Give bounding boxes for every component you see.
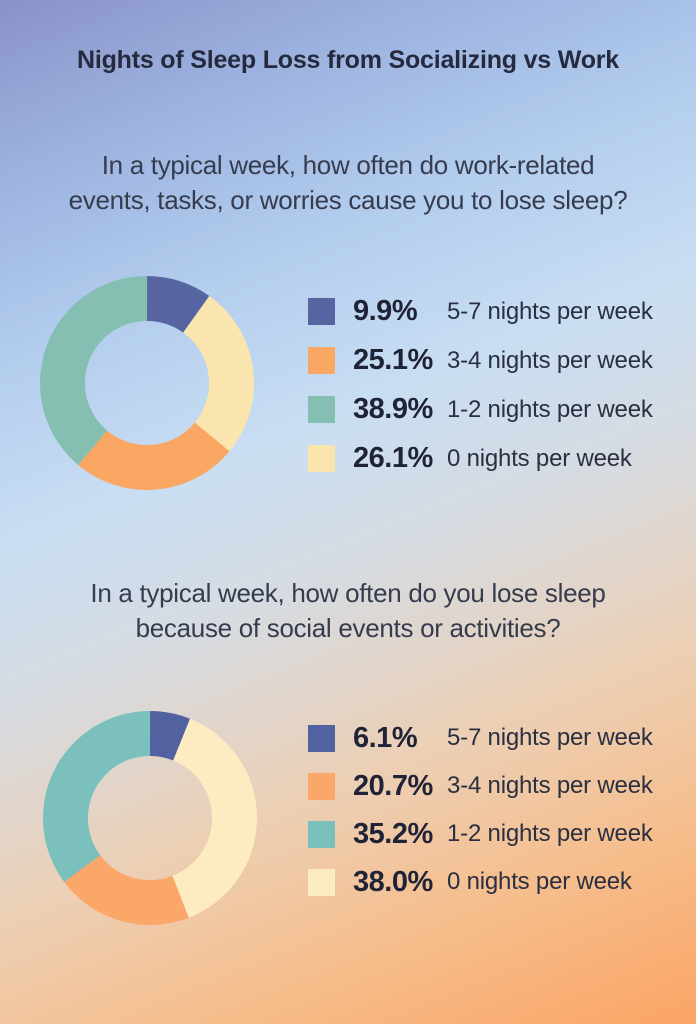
legend-swatch-cream [308,445,335,472]
legend-label: 1-2 nights per week [447,820,653,847]
legend-value: 38.0% [353,865,433,898]
page-title: Nights of Sleep Loss from Socializing vs… [76,46,620,74]
question-work-line2: events, tasks, or worries cause you to l… [68,185,628,215]
legend-swatch-orange [308,347,335,374]
question-work-line1: In a typical week, how often do work-rel… [101,150,595,180]
legend-label: 5-7 nights per week [447,724,653,751]
legend-value: 25.1% [353,344,433,376]
donut-segment [43,711,257,925]
legend-swatch-cream [308,868,335,896]
legend-item: 25.1% 3-4 nights per week [308,336,690,385]
question-work: In a typical week, how often do work-rel… [0,148,696,218]
legend-item: 35.2% 1-2 nights per week [308,810,690,858]
question-social-line2: because of social events or activities? [135,613,561,643]
legend-value: 35.2% [353,817,433,850]
question-social-line1: In a typical week, how often do you lose… [90,578,606,608]
legend-item: 38.0% 0 nights per week [308,858,690,906]
legend-swatch-orange [308,772,335,800]
legend-value: 20.7% [353,769,433,802]
legend-item: 9.9% 5-7 nights per week [308,287,690,336]
legend-social: 6.1% 5-7 nights per week 20.7% 3-4 night… [308,714,690,906]
donut-segment [40,276,254,490]
legend-value: 26.1% [353,442,433,474]
legend-label: 1-2 nights per week [447,395,653,423]
legend-work: 9.9% 5-7 nights per week 25.1% 3-4 night… [308,287,690,483]
legend-label: 3-4 nights per week [447,346,653,374]
legend-label: 0 nights per week [447,444,632,472]
legend-swatch-teal [308,820,335,848]
legend-item: 20.7% 3-4 nights per week [308,762,690,810]
legend-label: 5-7 nights per week [447,297,653,325]
legend-label: 3-4 nights per week [447,772,653,799]
donut-chart-work [40,276,254,490]
legend-item: 26.1% 0 nights per week [308,434,690,483]
legend-value: 38.9% [353,393,433,425]
legend-value: 6.1% [353,721,418,754]
legend-label: 0 nights per week [447,868,632,895]
legend-item: 6.1% 5-7 nights per week [308,714,690,762]
donut-chart-social [43,711,257,925]
legend-swatch-teal [308,396,335,423]
legend-item: 38.9% 1-2 nights per week [308,385,690,434]
legend-swatch-blue [308,298,335,325]
legend-value: 9.9% [353,295,418,327]
legend-swatch-blue [308,724,335,752]
question-social: In a typical week, how often do you lose… [0,576,696,646]
donut-segment [43,711,257,925]
